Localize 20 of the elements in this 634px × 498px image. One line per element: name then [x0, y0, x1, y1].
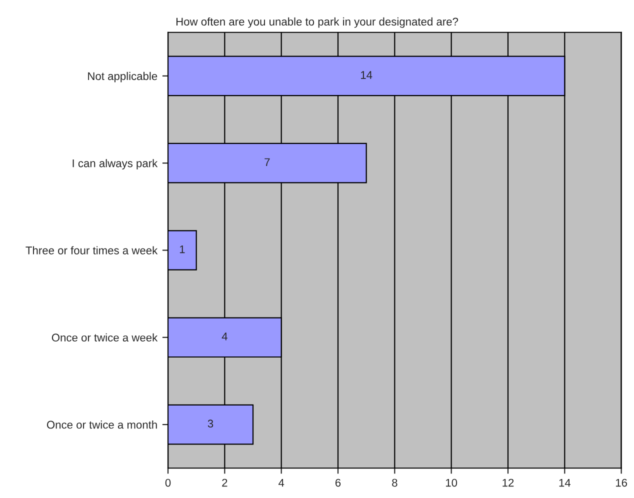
y-tick-label: Not applicable: [88, 72, 158, 82]
y-tick-label: Three or four times a week: [26, 246, 158, 254]
x-tick-label: 6: [335, 478, 341, 487]
x-tick-label: 12: [502, 478, 514, 487]
data-label: 3: [208, 420, 214, 428]
x-tick-label: 4: [278, 478, 284, 487]
chart-title: How often are you unable to park in your designated are?: [176, 17, 458, 28]
x-tick-label: 0: [165, 478, 171, 487]
data-label: 1: [180, 245, 185, 254]
y-tick-label: Once or twice a week: [52, 333, 158, 342]
x-tick-label: 10: [446, 478, 458, 487]
y-tick-label: Once or twice a month: [46, 420, 157, 429]
x-tick-label: 14: [559, 478, 571, 487]
x-tick-label: 16: [616, 478, 628, 487]
x-tick-label: 8: [392, 478, 398, 487]
data-label: 14: [361, 71, 372, 79]
data-label: 4: [222, 332, 228, 340]
y-tick-label: I can always park: [72, 159, 158, 170]
data-label: 7: [264, 158, 270, 166]
x-tick-label: 2: [222, 478, 228, 487]
